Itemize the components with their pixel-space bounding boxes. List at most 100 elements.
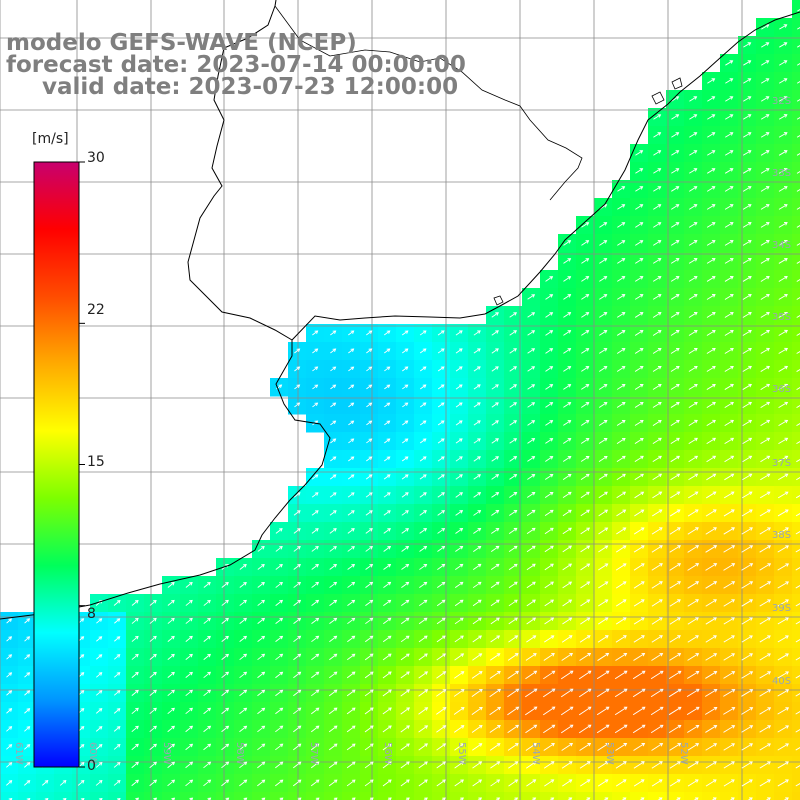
wind-arrow <box>453 725 465 733</box>
wind-arrow <box>59 780 67 786</box>
wind-arrow <box>688 401 698 408</box>
wind-arrow <box>687 509 699 517</box>
wind-arrow <box>760 383 771 390</box>
wind-arrow <box>562 509 572 517</box>
wind-arrow <box>616 330 626 336</box>
wind-arrow <box>454 671 465 679</box>
longitude-label: 54W <box>530 742 541 765</box>
wind-arrow <box>328 761 338 769</box>
wind-arrow <box>472 563 482 571</box>
field-cell <box>792 774 800 793</box>
wind-arrow <box>113 762 121 768</box>
wind-arrow <box>400 617 410 625</box>
wind-arrow <box>581 240 590 246</box>
field-cell <box>486 792 505 800</box>
wind-arrow <box>275 689 284 697</box>
wind-arrow <box>400 761 410 769</box>
wind-arrow <box>652 401 662 408</box>
wind-arrow <box>686 688 700 698</box>
wind-arrow <box>24 726 31 732</box>
wind-arrow <box>725 60 734 66</box>
wind-arrow <box>472 761 483 769</box>
wind-arrow <box>598 563 609 571</box>
wind-arrow <box>311 546 319 552</box>
wind-arrow <box>669 617 681 625</box>
wind-arrow <box>239 671 248 679</box>
wind-arrow <box>581 402 590 408</box>
wind-arrow <box>652 455 662 463</box>
wind-arrow <box>741 491 753 499</box>
wind-arrow <box>669 653 682 661</box>
wind-arrow <box>759 743 771 751</box>
wind-arrow <box>95 744 103 750</box>
wind-arrow <box>653 114 662 120</box>
wind-arrow <box>689 114 698 120</box>
field-cell <box>252 792 271 800</box>
wind-arrow <box>560 670 574 680</box>
wind-arrow <box>491 402 499 408</box>
wind-arrow <box>185 671 193 679</box>
field-cell <box>108 792 127 800</box>
wind-arrow <box>275 761 284 769</box>
wind-arrow <box>669 581 681 589</box>
wind-arrow <box>670 455 681 463</box>
wind-arrow <box>724 276 734 282</box>
wind-arrow <box>741 779 753 787</box>
wind-arrow <box>688 365 698 372</box>
wind-arrow <box>400 653 410 661</box>
field-cell <box>792 126 800 145</box>
wind-arrow <box>257 581 265 588</box>
wind-arrow <box>742 401 753 408</box>
wind-arrow <box>419 474 427 480</box>
wind-arrow <box>383 599 392 607</box>
wind-arrow <box>149 761 157 769</box>
wind-arrow <box>741 653 753 661</box>
wind-arrow <box>651 563 663 571</box>
field-cell <box>792 72 800 91</box>
wind-arrow <box>473 456 481 462</box>
wind-arrow <box>401 599 410 607</box>
wind-arrow <box>632 706 646 716</box>
wind-arrow <box>8 798 13 800</box>
wind-arrow <box>455 563 464 570</box>
field-cell <box>360 792 379 800</box>
wind-arrow <box>653 186 662 192</box>
wind-arrow <box>221 581 229 588</box>
wind-arrow <box>6 708 13 714</box>
wind-arrow <box>384 402 391 408</box>
wind-arrow <box>437 348 445 354</box>
wind-arrow <box>580 438 590 444</box>
wind-arrow <box>293 528 301 534</box>
colorbar-ramp <box>33 161 80 768</box>
wind-arrow <box>329 617 338 625</box>
wind-arrow <box>742 383 752 390</box>
wind-arrow <box>437 563 446 570</box>
wind-arrow <box>453 689 465 697</box>
wind-arrow <box>454 779 464 787</box>
wind-arrow <box>491 366 499 372</box>
wind-arrow <box>382 635 392 643</box>
wind-arrow <box>778 329 788 336</box>
wind-arrow <box>131 599 139 606</box>
wind-arrow <box>365 492 373 498</box>
wind-arrow <box>383 528 391 534</box>
field-cell <box>792 198 800 217</box>
latitude-label: 40S <box>772 676 791 687</box>
wind-arrow <box>366 420 373 426</box>
field-cell <box>270 792 289 800</box>
wind-arrow <box>705 599 717 607</box>
wind-arrow <box>760 401 771 408</box>
wind-arrow <box>581 276 590 282</box>
wind-arrow <box>366 456 373 462</box>
field-cell <box>162 792 181 800</box>
wind-arrow <box>275 617 284 624</box>
wind-arrow <box>705 671 718 679</box>
wind-arrow <box>723 563 736 571</box>
wind-arrow <box>796 387 800 390</box>
wind-arrow <box>759 599 771 607</box>
wind-arrow <box>239 779 248 787</box>
wind-arrow <box>418 635 428 643</box>
wind-arrow <box>796 261 800 264</box>
wind-arrow <box>777 761 789 769</box>
